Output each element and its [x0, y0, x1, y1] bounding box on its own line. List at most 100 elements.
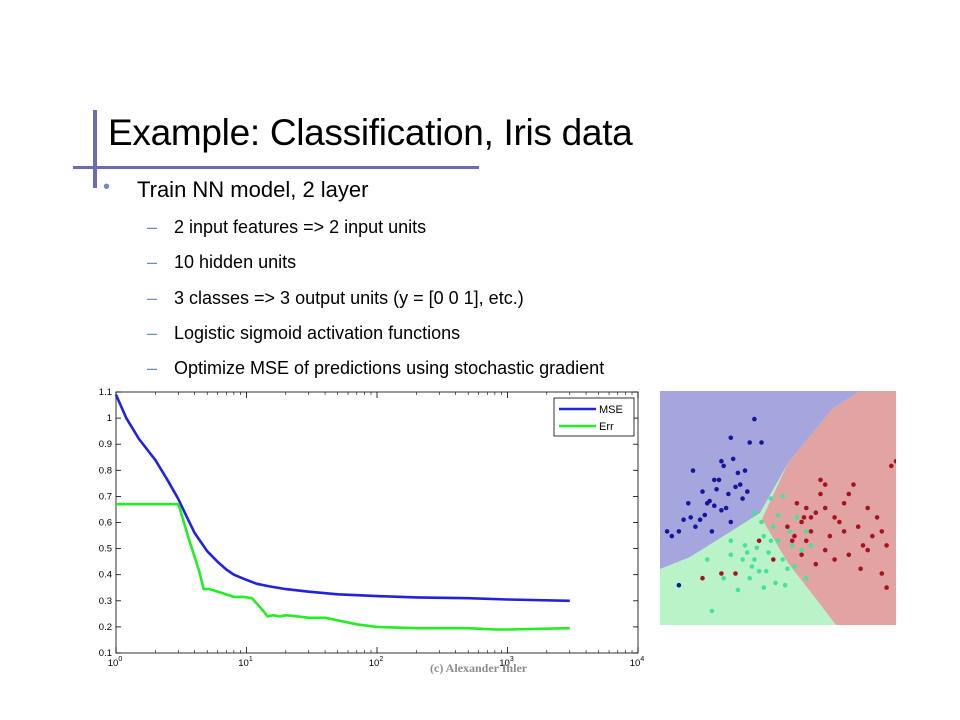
scatter-point-s1-31	[704, 557, 710, 562]
slide-title: Example: Classification, Iris data	[108, 112, 633, 153]
scatter-point-s2-33	[865, 547, 870, 553]
scatter-point-s1-7	[747, 575, 752, 581]
scatter-point-s2-8	[832, 515, 837, 520]
scatter-point-s2-30	[841, 529, 847, 534]
scatter-point-s1-15	[804, 575, 809, 581]
title-accent-bar-horizontal	[73, 166, 479, 169]
scatter-point-s0-18	[723, 505, 729, 511]
scatter-point-s1-13	[789, 543, 795, 548]
y-tick-label-9: 1	[107, 413, 112, 424]
scatter-point-s2-36	[801, 515, 807, 520]
scatter-point-s2-17	[874, 515, 880, 520]
sub-bullet-text: Optimize MSE of predictions using stocha…	[174, 358, 605, 378]
scatter-point-s0-16	[681, 517, 686, 522]
title-accent-bar-vertical	[93, 110, 97, 188]
bullet-dot-icon: •	[103, 176, 111, 198]
scatter-point-s1-29	[709, 608, 715, 614]
chart-legend: MSE Err	[553, 397, 635, 437]
scatter-point-s1-26	[794, 515, 800, 520]
scatter-point-s2-29	[832, 557, 837, 562]
sub-bullet-2: –10 hidden units	[147, 252, 296, 273]
scatter-point-s0-5	[735, 470, 741, 476]
scatter-point-s1-30	[721, 575, 726, 581]
sub-bullet-text: 3 classes => 3 output units (y = [0 0 1]…	[174, 288, 524, 308]
scatter-point-s0-21	[669, 533, 675, 539]
scatter-point-s1-10	[728, 552, 734, 558]
dash-icon: –	[147, 217, 158, 237]
scatter-point-s1-11	[780, 557, 785, 562]
legend-label-mse: MSE	[599, 404, 623, 416]
scatter-point-s2-13	[855, 524, 861, 529]
scatter-point-s2-12	[851, 482, 856, 487]
series-line-err	[116, 502, 570, 631]
x-tick-label-1: 101	[238, 656, 253, 669]
sub-bullet-text: Logistic sigmoid activation functions	[174, 323, 461, 343]
scatter-point-s2-6	[822, 505, 828, 511]
scatter-point-s2-38	[771, 557, 776, 562]
scatter-point-s1-35	[759, 519, 764, 525]
scatter-point-s1-17	[766, 550, 771, 555]
scatter-point-s1-12	[785, 566, 790, 572]
sub-bullet-4: – Logistic sigmoid activation functions	[147, 323, 460, 344]
scatter-point-s2-9	[837, 519, 842, 525]
sub-bullet-5: – Optimize MSE of predictions using stoch…	[147, 358, 604, 379]
scatter-point-s1-25	[787, 529, 793, 534]
scatter-point-s1-9	[740, 557, 745, 562]
scatter-point-s1-20	[773, 580, 778, 586]
scatter-point-s2-28	[822, 547, 828, 553]
scatter-point-s2-4	[813, 510, 819, 515]
dash-icon: –	[147, 323, 158, 343]
scatter-point-s0-0	[752, 416, 757, 422]
scatter-point-s2-1	[799, 519, 804, 525]
plot-frame	[115, 391, 639, 654]
scatter-point-s1-14	[799, 547, 804, 553]
scatter-point-s2-32	[858, 566, 863, 572]
scatter-point-s2-10	[841, 501, 847, 506]
scatter-point-s0-30	[721, 463, 726, 469]
scatter-point-s0-13	[719, 508, 724, 513]
y-tick-label-1: 0.2	[99, 622, 112, 633]
scatter-point-s2-27	[813, 561, 819, 567]
scatter-point-s2-7	[827, 533, 833, 539]
x-tick-label-2: 102	[369, 656, 384, 669]
scatter-point-s0-2	[719, 458, 724, 464]
scatter-point-s2-43	[822, 482, 828, 487]
y-tick-label-3: 0.4	[99, 570, 112, 581]
scatter-point-s0-4	[712, 477, 717, 483]
x-tick-label-0: 100	[108, 656, 123, 669]
scatter-point-s1-4	[742, 543, 748, 548]
series-line-mse	[114, 394, 570, 603]
scatter-point-s1-32	[804, 529, 809, 534]
scatter-point-s2-25	[804, 538, 809, 544]
scatter-point-s2-44	[818, 477, 823, 483]
scatter-point-s1-28	[752, 510, 757, 515]
scatter-point-s0-24	[742, 468, 748, 473]
scatter-point-s0-28	[728, 435, 734, 441]
scatter-point-s1-18	[754, 545, 760, 551]
scatter-point-s1-0	[775, 512, 781, 518]
scatter-point-s2-5	[818, 491, 823, 497]
scatter-point-s1-34	[775, 538, 781, 544]
scatter-point-s0-35	[690, 468, 696, 473]
scatter-point-s2-18	[879, 529, 885, 534]
scatter-point-s0-22	[676, 529, 682, 534]
bullet-text: Train NN model, 2 layer	[137, 177, 369, 202]
scatter-point-s0-7	[737, 482, 743, 487]
scatter-point-s2-2	[804, 505, 809, 511]
scatter-point-s0-9	[726, 491, 731, 497]
y-tick-label-5: 0.6	[99, 518, 112, 529]
scatter-point-s2-35	[884, 585, 889, 590]
watermark: (c) Alexander Ihler	[430, 661, 528, 675]
scatter-point-s0-19	[709, 529, 715, 534]
sub-bullet-3: –3 classes => 3 output units (y = [0 0 1…	[147, 288, 524, 309]
scatter-point-s2-20	[889, 463, 894, 469]
scatter-point-s1-37	[728, 538, 734, 544]
scatter-point-s1-16	[792, 564, 797, 569]
scatter-point-s1-21	[782, 582, 788, 588]
dash-icon: –	[147, 252, 158, 272]
scatter-point-s0-12	[702, 512, 708, 518]
y-tick-label-8: 0.9	[99, 439, 112, 450]
scatter-point-s0-6	[714, 487, 719, 492]
scatter-point-s0-23	[704, 501, 710, 506]
y-tick-label-0: 0.1	[99, 648, 112, 659]
